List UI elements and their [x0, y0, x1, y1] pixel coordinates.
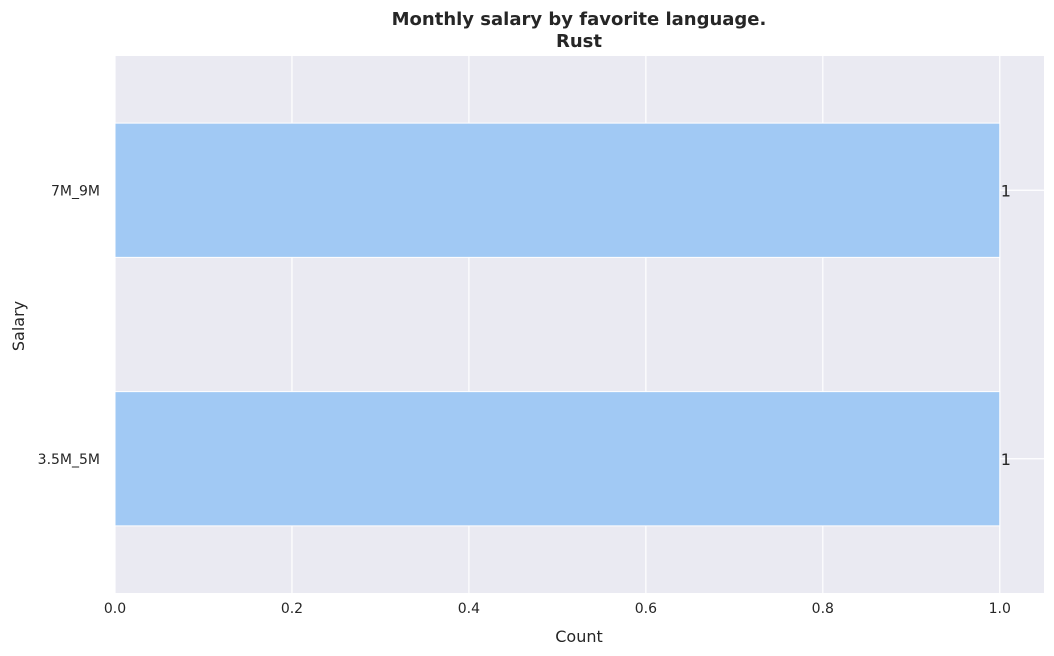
bar-data-label: 1	[1001, 450, 1011, 469]
bars	[114, 122, 1001, 527]
y-tick-label: 3.5M_5M	[38, 452, 100, 468]
x-tick-label: 0.0	[104, 601, 126, 617]
x-tick-label: 1.0	[989, 601, 1011, 617]
x-tick-label: 0.8	[812, 601, 834, 617]
bar	[114, 391, 1001, 527]
y-tick-labels: 7M_9M 3.5M_5M	[38, 183, 100, 468]
x-tick-label: 0.2	[281, 601, 303, 617]
bar-data-label: 1	[1001, 181, 1011, 200]
chart-subtitle: Rust	[556, 31, 602, 52]
x-axis-label: Count	[555, 627, 603, 646]
x-tick-label: 0.4	[458, 601, 480, 617]
x-tick-label: 0.6	[635, 601, 657, 617]
x-tick-labels: 0.0 0.2 0.4 0.6 0.8 1.0	[104, 601, 1011, 617]
chart-title: Monthly salary by favorite language.	[392, 9, 767, 30]
y-axis-label: Salary	[9, 301, 28, 351]
y-tick-label: 7M_9M	[51, 183, 100, 199]
data-labels: 11	[1001, 181, 1011, 469]
bar	[114, 122, 1001, 258]
